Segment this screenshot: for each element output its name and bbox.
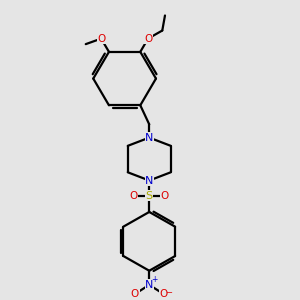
Text: S: S <box>146 191 153 201</box>
Text: O: O <box>160 289 168 299</box>
Text: N: N <box>145 176 153 185</box>
Text: O: O <box>131 289 139 299</box>
Text: +: + <box>151 275 158 284</box>
Text: O: O <box>97 34 105 44</box>
Text: O: O <box>130 191 138 201</box>
Text: N: N <box>145 133 153 142</box>
Text: O: O <box>144 34 152 44</box>
Text: −: − <box>165 288 172 297</box>
Text: O: O <box>161 191 169 201</box>
Text: N: N <box>145 280 153 290</box>
